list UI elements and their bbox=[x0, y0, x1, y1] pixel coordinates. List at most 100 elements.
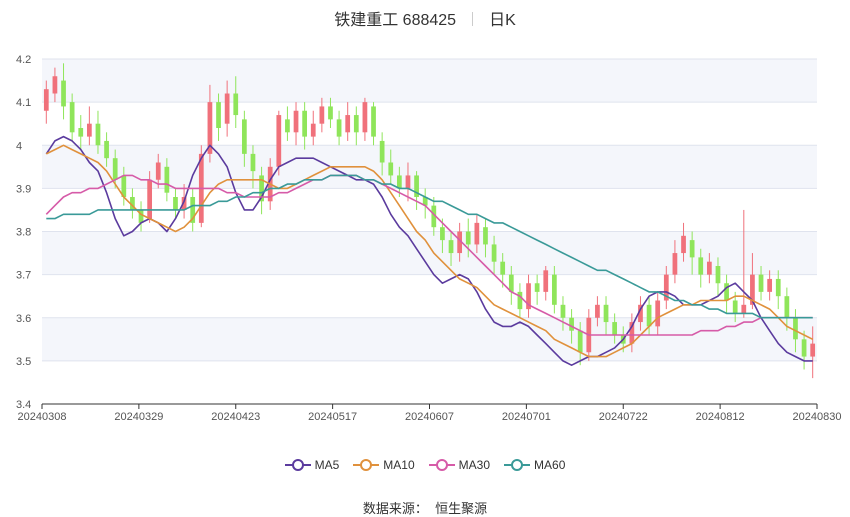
candle-body bbox=[750, 274, 755, 305]
y-tick-label: 3.5 bbox=[16, 356, 31, 368]
candle-body bbox=[741, 304, 747, 314]
x-axis: 20240308 20240329 20240423 20240517 20240607… bbox=[18, 403, 842, 423]
candle bbox=[646, 296, 652, 335]
candle-body bbox=[655, 300, 661, 327]
y-tick-label: 4.2 bbox=[16, 54, 31, 66]
candle-body bbox=[457, 231, 463, 254]
legend-item[interactable]: MA60 bbox=[504, 458, 565, 472]
y-tick-label: 4 bbox=[16, 140, 22, 152]
candle-body bbox=[500, 261, 506, 275]
candle-body bbox=[526, 283, 531, 310]
candle bbox=[155, 153, 161, 189]
legend-item[interactable]: MA10 bbox=[353, 458, 415, 472]
x-tick-label: 20240701 bbox=[502, 411, 551, 423]
candle-body bbox=[310, 123, 316, 137]
candle bbox=[457, 222, 463, 262]
candle bbox=[138, 201, 144, 232]
candle bbox=[534, 274, 540, 305]
candle bbox=[663, 266, 669, 310]
candle bbox=[61, 63, 66, 120]
candle bbox=[784, 287, 790, 331]
candle-body bbox=[603, 304, 609, 323]
candle-body bbox=[551, 274, 557, 305]
candle-body bbox=[190, 197, 196, 223]
candle-body bbox=[112, 158, 118, 180]
candle-body bbox=[767, 278, 773, 292]
candle bbox=[310, 110, 316, 146]
candle-body bbox=[793, 317, 798, 340]
candle bbox=[336, 110, 342, 146]
candle-body bbox=[241, 119, 247, 154]
candle-body bbox=[431, 205, 437, 228]
candle bbox=[724, 274, 729, 314]
candle-body bbox=[414, 175, 419, 197]
candle-body bbox=[216, 102, 221, 128]
candle-body bbox=[448, 240, 454, 254]
candle-body bbox=[577, 330, 583, 353]
candle-body bbox=[758, 274, 764, 292]
y-tick-label: 3.4 bbox=[16, 399, 31, 411]
candle bbox=[474, 214, 480, 254]
candle bbox=[483, 218, 488, 258]
legend-label: MA5 bbox=[314, 458, 340, 472]
candle bbox=[207, 84, 213, 163]
candle bbox=[388, 149, 394, 185]
source-name: 恒生聚源 bbox=[435, 501, 488, 516]
candle bbox=[629, 313, 635, 353]
candle bbox=[293, 102, 299, 146]
candle-body bbox=[276, 115, 282, 167]
chart-title: 铁建重工 688425 日K bbox=[0, 6, 850, 30]
candle-body bbox=[396, 175, 402, 189]
candle-body bbox=[388, 162, 394, 176]
candle-body bbox=[646, 304, 652, 327]
legend-line-icon bbox=[504, 459, 531, 471]
candle bbox=[414, 171, 419, 210]
legend-item[interactable]: MA30 bbox=[428, 458, 491, 472]
candle bbox=[224, 80, 230, 137]
candle bbox=[706, 253, 712, 284]
candle bbox=[672, 240, 678, 284]
x-tick-label: 20240812 bbox=[696, 411, 745, 423]
candle-body bbox=[285, 119, 290, 133]
x-tick-label: 20240329 bbox=[114, 411, 163, 423]
candle bbox=[655, 291, 661, 335]
candle bbox=[190, 188, 196, 232]
legend-line-icon bbox=[428, 459, 455, 471]
candle-body bbox=[663, 274, 669, 301]
candle-body bbox=[336, 119, 342, 137]
title-separator bbox=[472, 12, 474, 26]
legend-item[interactable]: MA5 bbox=[284, 458, 340, 472]
candle bbox=[52, 67, 58, 103]
y-tick-label: 4.1 bbox=[16, 97, 31, 109]
candle-body bbox=[775, 278, 781, 297]
x-tick-label: 20240830 bbox=[793, 411, 842, 423]
candle-body bbox=[801, 339, 807, 357]
candle bbox=[603, 296, 609, 335]
legend-label: MA30 bbox=[458, 458, 491, 472]
candle bbox=[78, 115, 84, 150]
candle bbox=[43, 80, 49, 124]
y-tick-label: 3.6 bbox=[16, 313, 31, 325]
candle bbox=[250, 145, 256, 189]
candle-body bbox=[138, 209, 144, 223]
candle bbox=[698, 248, 704, 288]
candle bbox=[508, 266, 514, 305]
candle bbox=[379, 132, 385, 176]
candle-body bbox=[78, 128, 84, 137]
legend-label: MA10 bbox=[383, 458, 415, 472]
x-tick-label: 20240517 bbox=[308, 411, 357, 423]
candle-body bbox=[474, 222, 480, 245]
candle-body bbox=[543, 270, 549, 292]
candle-body bbox=[405, 175, 411, 189]
candle bbox=[526, 274, 531, 318]
candle bbox=[595, 296, 600, 327]
y-axis: 3.4 3.5 3.6 3.7 3.8 3.9 4 4.1 4.2 bbox=[16, 54, 31, 411]
candle-body bbox=[784, 296, 790, 318]
candle bbox=[86, 106, 92, 146]
x-tick-label: 20240607 bbox=[405, 411, 454, 423]
candle-body bbox=[61, 80, 66, 107]
stock-name: 铁建重工 688425 bbox=[334, 12, 457, 29]
candle bbox=[560, 296, 566, 331]
x-tick-label: 20240308 bbox=[18, 411, 67, 423]
ma60-line bbox=[46, 174, 813, 319]
